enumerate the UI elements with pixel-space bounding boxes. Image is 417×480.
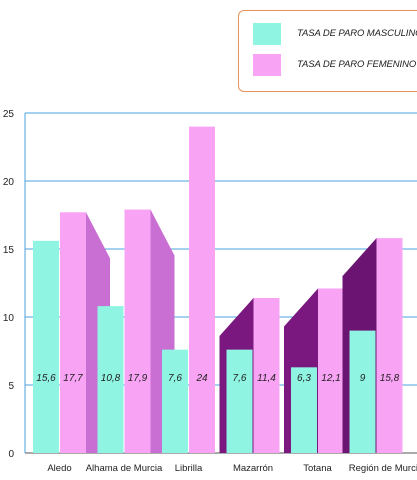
bar-femenino [189,126,215,453]
x-tick-label: Región de Murcia [349,463,417,474]
y-tick-label: 10 [3,313,15,324]
legend-label-masculino: TASA DE PARO MASCULINO [297,28,417,39]
legend-label-femenino: TASA DE PARO FEMENINO [297,59,417,70]
bars [33,126,403,453]
y-axis-ticks: 0 5 10 15 20 25 [3,109,15,460]
bar-femenino [60,212,86,453]
data-label-femenino: 12,1 [321,373,340,384]
x-tick-label: Alhama de Murcia [86,463,163,474]
x-tick-label: Totana [303,463,332,474]
legend-swatch-femenino [253,54,281,76]
data-label-masculino: 9 [360,373,366,384]
bar-femenino [124,209,151,453]
data-label-masculino: 7,6 [233,373,247,384]
y-tick-label: 25 [3,109,15,120]
bar-masculino [33,240,59,453]
bar-masculino [291,367,317,453]
bar-masculino [97,306,124,453]
y-tick-label: 20 [3,177,15,188]
data-label-masculino: 7,6 [168,373,182,384]
value-labels: 15,6 17,7 10,8 17,9 7,6 24 7,6 11,4 6,3 12,1 9 15,8 [36,373,399,384]
x-tick-label: Mazarrón [233,463,273,474]
y-tick-label: 5 [8,381,14,392]
data-label-femenino: 17,9 [128,373,148,384]
legend-swatch-masculino [253,23,281,45]
legend: TASA DE PARO MASCULINO TASA DE PARO FEME… [238,10,417,92]
data-label-femenino: 17,7 [63,373,83,384]
data-label-masculino: 6,3 [297,373,311,384]
bar-femenino [253,297,280,453]
bar-femenino [376,238,403,453]
bar-masculino [349,330,376,453]
data-label-masculino: 10,8 [101,373,121,384]
x-tick-label: Librilla [175,463,203,474]
x-tick-label: Aledo [47,463,71,474]
data-label-masculino: 15,6 [36,373,56,384]
y-tick-label: 15 [3,245,15,256]
x-axis-categories: Aledo Alhama de Murcia Librilla Mazarrón Tot… [47,463,417,474]
data-label-femenino: 24 [195,373,208,384]
bar-femenino [318,288,344,453]
bar-masculino [226,349,253,453]
data-label-femenino: 11,4 [257,373,276,384]
data-label-femenino: 15,8 [380,373,400,384]
y-tick-label: 0 [8,449,14,460]
bar-masculino [162,349,188,453]
